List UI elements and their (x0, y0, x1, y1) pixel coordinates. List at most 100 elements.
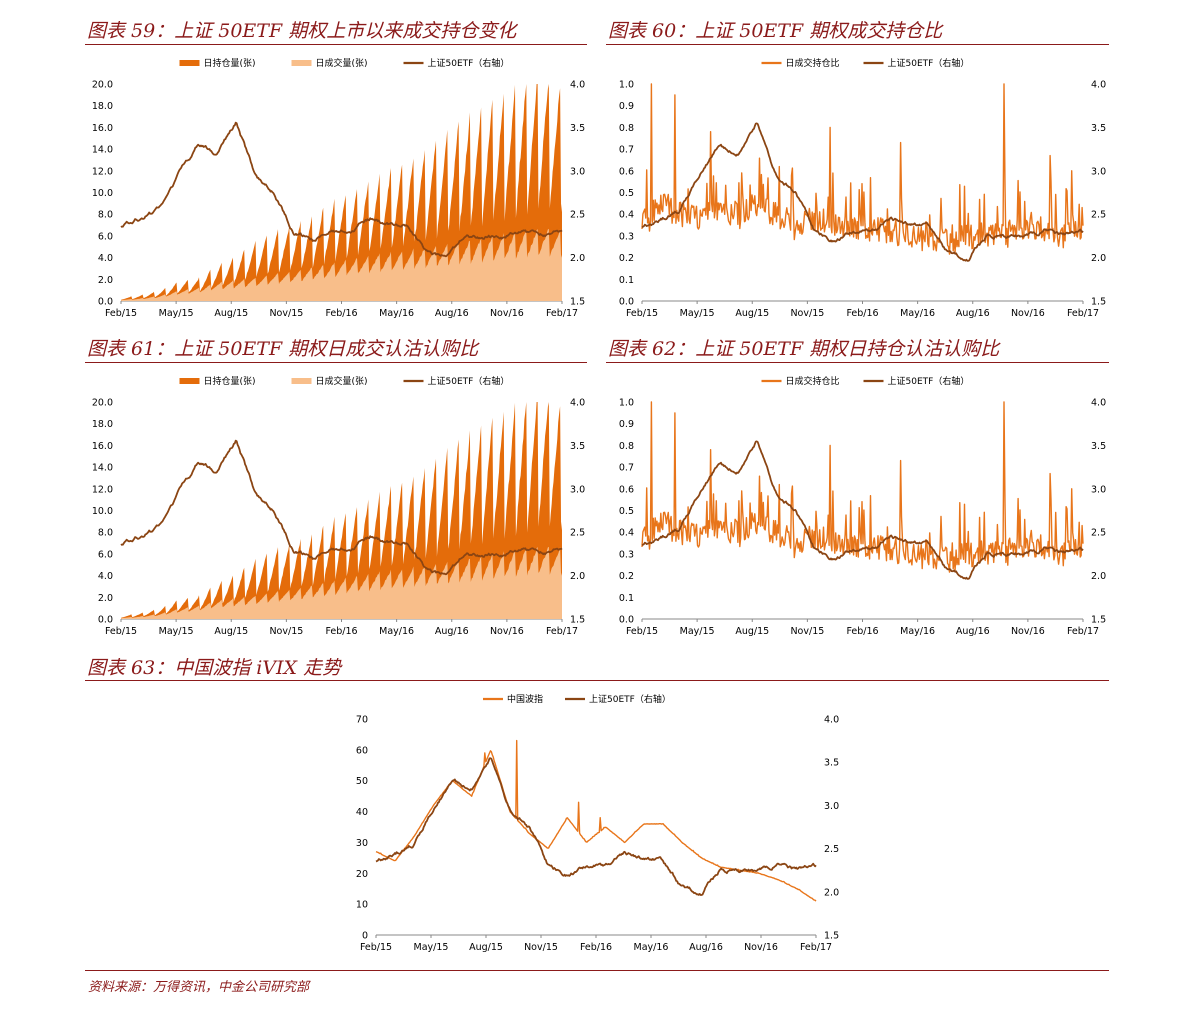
x-tick-label: Feb/17 (1067, 626, 1099, 637)
x-tick-label: Aug/16 (956, 626, 990, 637)
y-left-tick-label: 0 (362, 931, 368, 942)
x-tick-label: May/16 (379, 308, 414, 319)
y-right-tick-label: 3.5 (824, 758, 839, 769)
y-left-tick-label: 0.6 (619, 484, 634, 495)
chart-59-title: 图表 59：上证 50ETF 期权上市以来成交持仓变化 (87, 20, 517, 42)
series-line-0 (641, 83, 1084, 255)
y-right-tick-label: 2.0 (1091, 253, 1106, 264)
y-left-tick-label: 0.8 (619, 123, 634, 134)
x-tick-label: Nov/16 (1011, 626, 1045, 637)
y-left-tick-label: 0.6 (619, 166, 634, 177)
x-tick-label: Feb/16 (846, 626, 878, 637)
legend: 日成交持仓比 上证50ETF（右轴） (761, 375, 969, 387)
legend-label: 日成交量(张) (316, 375, 368, 387)
legend: 日持仓量(张) 日成交量(张) 上证50ETF（右轴） (179, 375, 509, 387)
legend-swatch (179, 378, 200, 384)
y-left-tick-label: 2.0 (98, 275, 113, 286)
x-tick-label: Aug/16 (689, 942, 723, 953)
x-tick-label: Aug/15 (214, 626, 248, 637)
y-right-tick-label: 3.0 (570, 484, 585, 495)
x-tick-label: Feb/16 (325, 626, 357, 637)
series-line-0 (375, 739, 817, 902)
y-left-tick-label: 0.0 (98, 297, 113, 308)
y-left-tick-label: 0.8 (619, 441, 634, 452)
legend-label: 日成交持仓比 (786, 57, 840, 69)
x-tick-label: Feb/15 (626, 308, 658, 319)
y-right-tick-label: 2.5 (824, 844, 839, 855)
y-left-tick-label: 0.9 (619, 419, 634, 430)
x-tick-label: May/16 (900, 308, 935, 319)
y-left-tick-label: 8.0 (98, 528, 113, 539)
y-left-tick-label: 1.0 (619, 398, 634, 409)
y-left-tick-label: 0.5 (619, 506, 634, 517)
series-area-1 (121, 546, 562, 619)
y-right-tick-label: 4.0 (570, 398, 585, 409)
y-left-tick-label: 0.0 (619, 615, 634, 626)
series-area-0 (121, 84, 562, 301)
x-tick-label: Feb/17 (800, 942, 832, 953)
y-left-tick-label: 1.0 (619, 80, 634, 91)
x-tick-label: Feb/17 (1067, 308, 1099, 319)
y-right-tick-label: 1.5 (570, 297, 585, 308)
series-area-0 (121, 402, 562, 619)
x-tick-label: Feb/15 (360, 942, 392, 953)
y-left-tick-label: 10.0 (92, 188, 113, 199)
y-left-tick-label: 0.9 (619, 101, 634, 112)
y-right-tick-label: 1.5 (570, 615, 585, 626)
y-left-tick-label: 0.0 (98, 615, 113, 626)
chart-62: 日成交持仓比 上证50ETF（右轴） 0.0 0.1 0.2 0.3 0.4 0.5 0.6 0.… (619, 375, 1106, 637)
x-tick-label: Nov/16 (490, 308, 524, 319)
y-left-tick-label: 16.0 (92, 441, 113, 452)
x-tick-label: May/15 (680, 626, 715, 637)
x-tick-label: Feb/15 (105, 308, 137, 319)
x-tick-label: Aug/15 (735, 308, 769, 319)
x-tick-label: May/16 (634, 942, 669, 953)
x-tick-label: May/15 (680, 308, 715, 319)
y-left-tick-label: 10 (356, 900, 368, 911)
y-left-tick-label: 60 (356, 745, 368, 756)
y-left-tick-label: 0.7 (619, 463, 634, 474)
y-right-tick-label: 3.0 (824, 801, 839, 812)
y-left-tick-label: 0.3 (619, 549, 634, 560)
x-tick-label: Nov/15 (269, 308, 303, 319)
y-left-tick-label: 12.0 (92, 484, 113, 495)
y-left-tick-label: 0.3 (619, 231, 634, 242)
x-tick-label: May/16 (900, 626, 935, 637)
x-tick-label: Nov/15 (790, 308, 824, 319)
chart-60-title-rule (606, 44, 1109, 45)
legend-label: 日成交持仓比 (786, 375, 840, 387)
y-right-tick-label: 2.5 (570, 210, 585, 221)
x-tick-label: Aug/16 (956, 308, 990, 319)
x-tick-label: Nov/15 (790, 626, 824, 637)
x-tick-label: May/15 (159, 308, 194, 319)
legend-swatch (291, 60, 312, 66)
series-line-0 (641, 401, 1084, 573)
y-left-tick-label: 0.4 (619, 528, 634, 539)
x-tick-label: Nov/15 (269, 626, 303, 637)
x-tick-label: Feb/15 (105, 626, 137, 637)
chart-63: 中国波指 上证50ETF（右轴） 0 10 20 30 40 50 60 70 1.5 2.0 2.5 3… (356, 693, 839, 953)
x-tick-label: Feb/17 (546, 626, 578, 637)
y-right-tick-label: 2.5 (1091, 528, 1106, 539)
x-tick-label: Aug/15 (735, 626, 769, 637)
x-tick-label: Feb/16 (846, 308, 878, 319)
y-left-tick-label: 0.2 (619, 253, 634, 264)
legend-swatch (291, 378, 312, 384)
x-tick-label: May/16 (379, 626, 414, 637)
y-right-tick-label: 2.5 (1091, 210, 1106, 221)
y-right-tick-label: 2.0 (824, 887, 839, 898)
y-left-tick-label: 0.2 (619, 571, 634, 582)
x-tick-label: Aug/16 (435, 308, 469, 319)
chart-60-title: 图表 60：上证 50ETF 期权成交持仓比 (608, 20, 943, 42)
y-left-tick-label: 0.4 (619, 210, 634, 221)
legend-label: 上证50ETF（右轴） (428, 57, 510, 69)
x-tick-label: Nov/15 (524, 942, 558, 953)
y-right-tick-label: 1.5 (1091, 615, 1106, 626)
legend-label: 上证50ETF（右轴） (888, 57, 970, 69)
y-left-tick-label: 0.1 (619, 275, 634, 286)
x-tick-label: Nov/16 (490, 626, 524, 637)
x-tick-label: Nov/16 (1011, 308, 1045, 319)
x-tick-label: Feb/15 (626, 626, 658, 637)
series-line-1 (641, 440, 1084, 580)
y-left-tick-label: 4.0 (98, 253, 113, 264)
